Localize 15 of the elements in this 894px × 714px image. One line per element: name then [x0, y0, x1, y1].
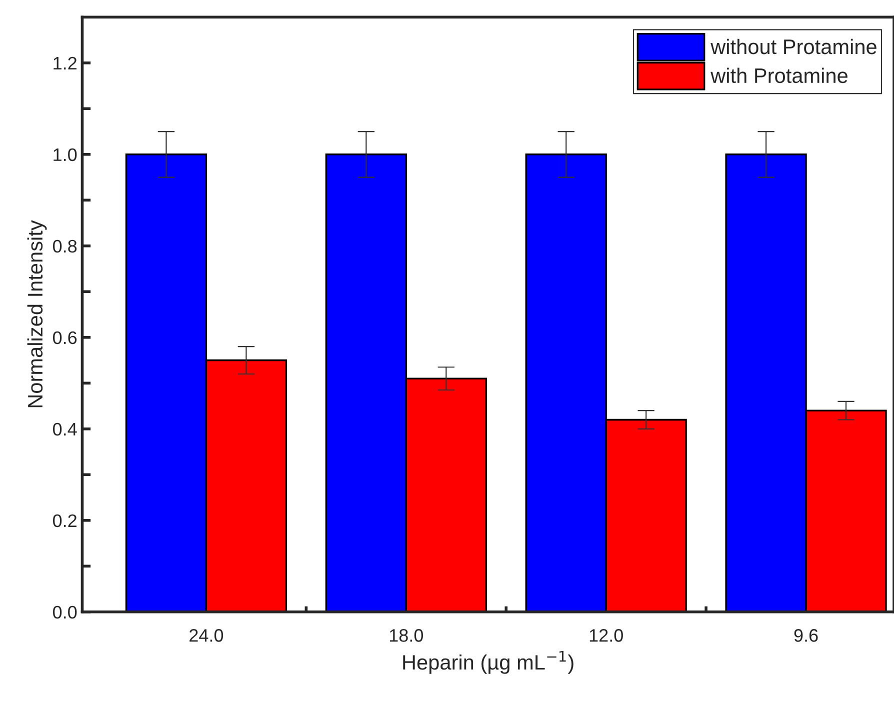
x-tick-label: 24.0: [190, 629, 224, 642]
y-tick-label: 0.8: [52, 240, 77, 253]
legend-label: with Protamine: [710, 68, 848, 84]
x-axis-title: Heparin (µg mL$^{−1}$): [403, 650, 574, 674]
legend-label: without Protamine: [710, 38, 876, 54]
y-axis-title: Normalized Intensity: [27, 220, 47, 408]
y-tick-label: 0.4: [52, 422, 77, 436]
x-tick-label: 18.0: [390, 629, 424, 642]
x-tick-label: 12.0: [590, 629, 623, 642]
y-tick-label: 0.0: [52, 606, 77, 619]
y-tick-label: 1.2: [54, 56, 76, 70]
y-tick-label: 1.0: [54, 148, 77, 162]
y-tick-label: 0.6: [52, 331, 77, 344]
x-tick-label: 9.6: [794, 629, 818, 642]
y-tick-label: 0.2: [52, 514, 76, 528]
